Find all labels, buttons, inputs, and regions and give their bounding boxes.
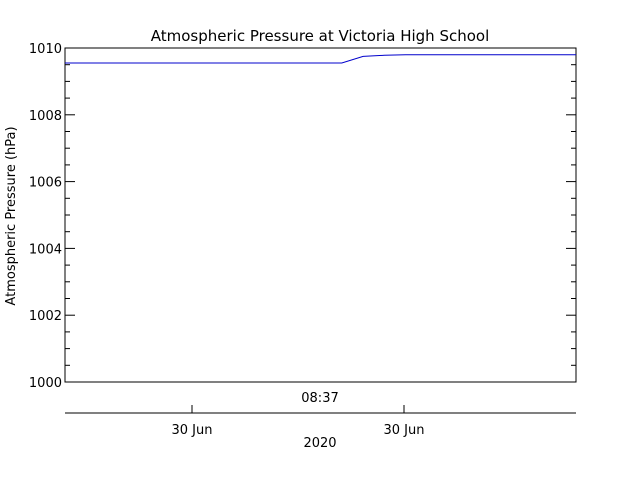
y-axis-label: Atmospheric Pressure (hPa) — [4, 126, 19, 305]
y-tick-label: 1010 — [29, 42, 62, 57]
x-axis-year-label: 2020 — [303, 436, 336, 451]
y-tick-label: 1000 — [29, 376, 62, 391]
y-tick-label: 1008 — [29, 109, 62, 124]
y-tick-label: 1004 — [29, 242, 62, 257]
y-axis-tick-labels: 1000 1002 1004 1006 1008 1010 — [29, 42, 62, 391]
pressure-series-line — [65, 54, 576, 64]
y-axis-ticks — [65, 47, 576, 383]
y-tick-label: 1002 — [29, 309, 62, 324]
y-tick-label: 1006 — [29, 176, 62, 191]
x-axis-time-label: 08:37 — [301, 391, 338, 406]
x-date-axis-ticks: 30 Jun 30 Jun — [172, 405, 425, 438]
x-date-tick-label: 30 Jun — [384, 423, 425, 438]
series-layer — [65, 54, 576, 64]
x-date-tick-label: 30 Jun — [172, 423, 213, 438]
plot-frame — [64, 47, 577, 383]
chart-title: Atmospheric Pressure at Victoria High Sc… — [151, 27, 490, 45]
